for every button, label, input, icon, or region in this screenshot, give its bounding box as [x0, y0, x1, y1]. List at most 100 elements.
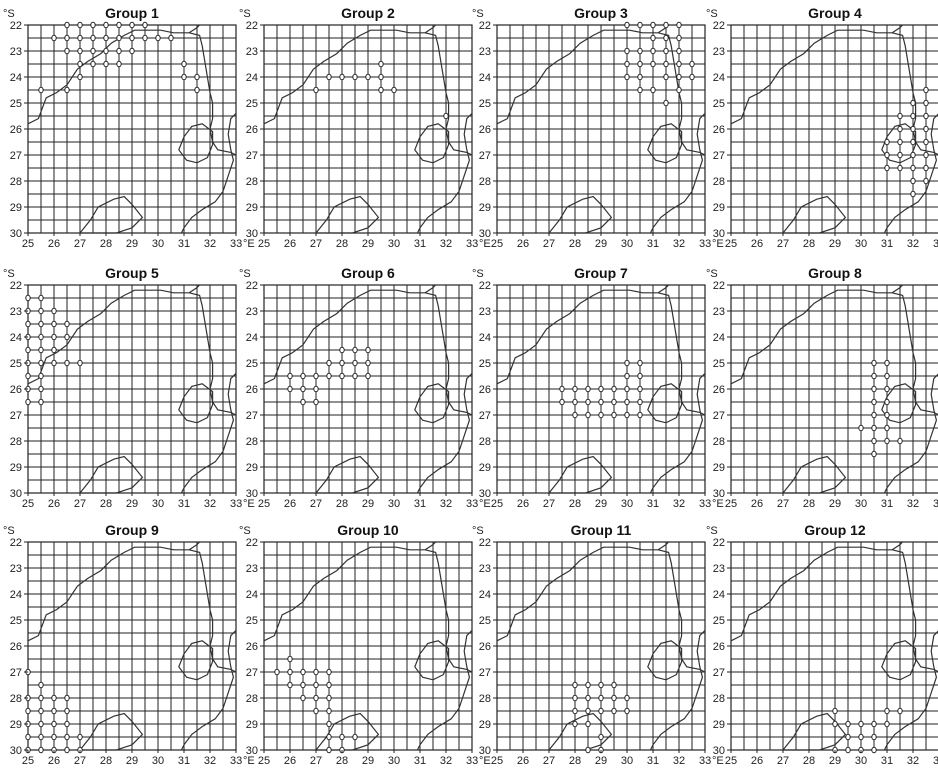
station-marker [38, 398, 44, 406]
lat-tick-label: 24 [246, 589, 258, 601]
grid [496, 541, 706, 751]
station-marker [689, 73, 695, 81]
station-marker [884, 707, 890, 715]
lat-tick-label: 30 [246, 488, 258, 500]
coastline [416, 372, 473, 494]
lat-tick-label: 29 [713, 719, 725, 731]
grid [263, 24, 473, 234]
lon-tick-label: 30 [152, 238, 164, 250]
lat-tick-label: 28 [10, 693, 22, 705]
station-marker [38, 694, 44, 702]
station-marker [77, 733, 83, 741]
station-marker [871, 450, 877, 458]
station-marker [884, 720, 890, 728]
station-marker [155, 34, 161, 42]
lat-tick-label: 25 [713, 358, 725, 370]
station-marker [923, 86, 929, 94]
station-marker [910, 177, 916, 185]
lat-tick-label: 22 [10, 20, 22, 32]
grid [263, 541, 473, 751]
lon-tick-label: 30 [855, 755, 867, 767]
station-marker [884, 359, 890, 367]
lon-unit-label: °E [243, 498, 255, 510]
station-marker [287, 655, 293, 663]
panel-title: Group 1 [105, 5, 159, 21]
station-marker [300, 681, 306, 689]
station-marker [378, 73, 384, 81]
lat-tick-label: 28 [479, 436, 491, 448]
lat-tick-label: 28 [10, 436, 22, 448]
lat-tick-label: 27 [479, 667, 491, 679]
swaziland-boundary [178, 123, 214, 164]
station-marker [77, 359, 83, 367]
lat-tick-label: 24 [10, 332, 22, 344]
station-marker [352, 346, 358, 354]
lon-tick-label: 31 [414, 755, 426, 767]
station-marker [650, 47, 656, 55]
lat-unit-label: °S [239, 8, 251, 20]
station-marker [585, 411, 591, 419]
lon-tick-label: 28 [803, 238, 815, 250]
station-marker [871, 746, 877, 754]
station-marker [637, 359, 643, 367]
station-marker [313, 707, 319, 715]
lat-tick-label: 28 [246, 436, 258, 448]
lon-tick-label: 31 [647, 498, 659, 510]
grid [730, 284, 938, 494]
lat-tick-label: 29 [713, 202, 725, 214]
lat-tick-label: 24 [246, 72, 258, 84]
station-marker [64, 34, 70, 42]
lat-tick-label: 27 [713, 150, 725, 162]
border-line [424, 541, 437, 551]
lat-tick-label: 23 [713, 563, 725, 575]
lon-tick-label: 32 [440, 755, 452, 767]
lon-tick-label: 32 [440, 238, 452, 250]
station-marker [90, 21, 96, 29]
lon-tick-label: 25 [491, 238, 503, 250]
lat-tick-label: 26 [10, 384, 22, 396]
coastline [649, 629, 706, 751]
lon-unit-label: °E [712, 755, 724, 767]
lesotho-boundary [547, 712, 613, 751]
lat-tick-label: 27 [479, 410, 491, 422]
station-marker [391, 86, 397, 94]
lat-tick-label: 26 [479, 641, 491, 653]
station-marker [365, 73, 371, 81]
lon-tick-label: 27 [777, 498, 789, 510]
station-marker [38, 320, 44, 328]
lon-tick-label: 30 [388, 498, 400, 510]
panel-title: Group 5 [105, 265, 159, 281]
station-marker [689, 60, 695, 68]
lon-tick-label: 29 [595, 238, 607, 250]
station-marker [910, 190, 916, 198]
lat-tick-label: 29 [10, 719, 22, 731]
station-marker [64, 720, 70, 728]
lon-tick-label: 25 [725, 755, 737, 767]
lon-tick-label: 32 [204, 498, 216, 510]
border-line [424, 284, 437, 294]
lon-unit-label: °E [712, 238, 724, 250]
panel-title: Group 12 [804, 522, 866, 538]
lat-tick-label: 24 [479, 72, 491, 84]
border-line [424, 24, 437, 34]
lat-tick-label: 25 [246, 615, 258, 627]
lon-tick-label: 25 [22, 498, 34, 510]
lat-tick-label: 23 [246, 46, 258, 58]
station-marker [25, 707, 31, 715]
station-marker [832, 707, 838, 715]
lon-tick-label: 31 [647, 238, 659, 250]
lon-tick-label: 26 [48, 498, 60, 510]
lat-tick-label: 30 [713, 488, 725, 500]
station-marker [103, 21, 109, 29]
station-marker [897, 151, 903, 159]
station-marker [624, 359, 630, 367]
lon-tick-label: 25 [258, 238, 270, 250]
lat-tick-label: 23 [246, 563, 258, 575]
station-marker [116, 60, 122, 68]
station-marker [611, 385, 617, 393]
station-marker [38, 294, 44, 302]
border-line [891, 24, 904, 34]
station-marker [365, 372, 371, 380]
